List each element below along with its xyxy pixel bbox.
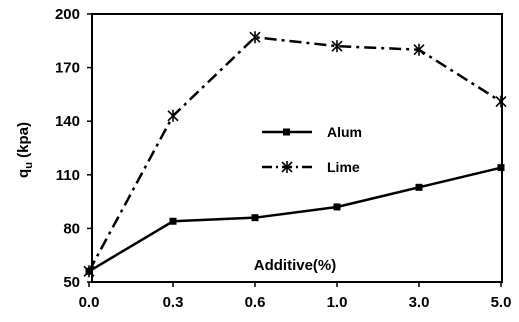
x-tick-label: 0.0 [79,294,100,311]
legend-item-alum: Alum [262,124,362,140]
series-line-alum [88,166,502,273]
y-axis: 50 80 110 140 170 200 [55,6,92,291]
y-tick-label: 80 [63,220,80,237]
y-tick-label: 170 [55,60,80,77]
legend-label-alum: Alum [327,124,362,140]
y-axis-title: qu (kpa) [15,122,35,178]
legend-item-lime: Lime [262,159,360,175]
data-point-alum [251,214,259,222]
data-point-alum [169,217,177,225]
data-point-lime [167,109,179,122]
y-axis-title-sub: u [23,162,35,169]
series-layer [83,31,507,278]
y-tick-label: 50 [63,274,80,291]
data-point-lime [83,265,95,278]
x-axis: 0.0 0.3 0.6 1.0 3.0 5.0 [79,282,512,311]
plot-frame [91,13,503,283]
data-point-alum [415,183,423,191]
data-point-alum [333,203,341,211]
data-point-lime [413,43,425,56]
x-tick-label: 1.0 [327,294,348,311]
y-tick-label: 200 [55,6,80,23]
legend-marker-lime [281,161,293,173]
legend-marker-alum [283,128,290,136]
x-tick-label: 5.0 [491,294,512,311]
data-point-lime [249,31,261,44]
x-tick-label: 0.6 [245,294,266,311]
plot-area [91,13,503,283]
x-tick-label: 0.3 [163,294,184,311]
series-line-lime [87,35,502,272]
x-tick-label: 3.0 [409,294,430,311]
legend-label-lime: Lime [327,159,360,175]
data-point-lime [331,40,343,53]
y-axis-title-rest: (kpa) [15,122,32,162]
legend: Alum Lime [262,124,362,175]
y-tick-label: 110 [56,167,80,184]
x-axis-title: Additive(%) [254,257,337,274]
y-axis-title-main: q [15,169,32,178]
data-point-alum [497,164,505,172]
data-point-lime [495,95,507,108]
y-tick-label: 140 [55,113,80,130]
